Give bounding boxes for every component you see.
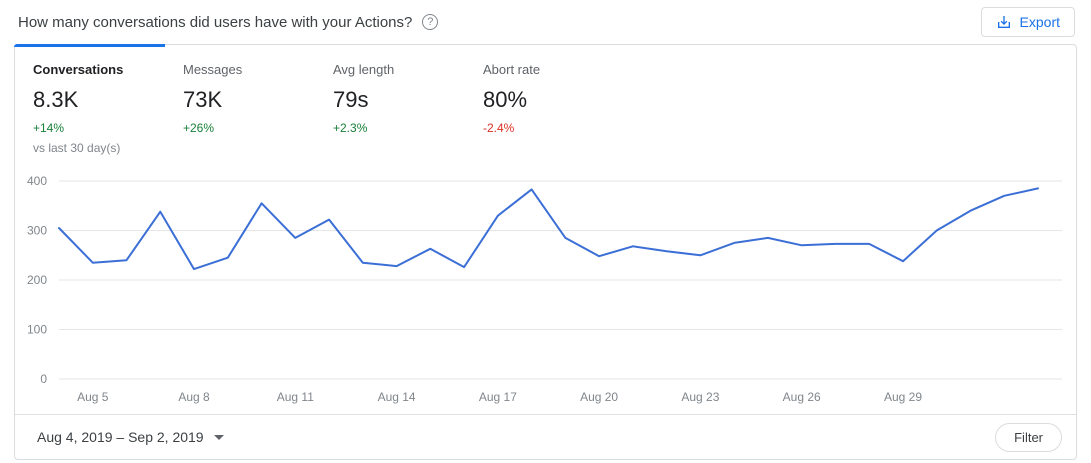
- metric-tabs: Conversations 8.3K +14% vs last 30 day(s…: [14, 44, 1076, 165]
- metric-label: Abort rate: [483, 62, 541, 77]
- svg-text:Aug 23: Aug 23: [681, 390, 719, 404]
- metric-label: Messages: [183, 62, 243, 77]
- page-header: How many conversations did users have wi…: [0, 0, 1091, 44]
- card-footer: Aug 4, 2019 – Sep 2, 2019 Filter: [15, 414, 1076, 459]
- svg-text:Aug 8: Aug 8: [178, 390, 210, 404]
- tab-conversations[interactable]: Conversations 8.3K +14% vs last 30 day(s…: [14, 44, 165, 165]
- chart-svg[interactable]: 0 100 200 300 400 Aug 5 Aug 8 Aug 11 Aug 14 Aug 1…: [15, 169, 1074, 409]
- metric-delta: +2.3%: [333, 121, 368, 135]
- date-range-selector[interactable]: Aug 4, 2019 – Sep 2, 2019: [37, 429, 224, 445]
- metric-delta: +14%: [33, 121, 65, 135]
- filter-button[interactable]: Filter: [995, 422, 1062, 452]
- svg-text:Aug 29: Aug 29: [884, 390, 922, 404]
- svg-text:Aug 20: Aug 20: [580, 390, 618, 404]
- metric-value: 8.3K: [33, 87, 79, 112]
- analytics-card: Conversations 8.3K +14% vs last 30 day(s…: [14, 44, 1077, 460]
- svg-text:Aug 26: Aug 26: [783, 390, 821, 404]
- download-icon: [996, 14, 1012, 30]
- svg-text:Aug 11: Aug 11: [277, 390, 314, 404]
- metric-label: Avg length: [333, 62, 395, 77]
- chevron-down-icon: [213, 434, 224, 440]
- metric-delta: -2.4%: [483, 121, 515, 135]
- svg-text:100: 100: [27, 323, 47, 337]
- svg-text:300: 300: [27, 224, 47, 238]
- tab-avg-length[interactable]: Avg length 79s +2.3%: [315, 45, 465, 165]
- svg-text:Aug 5: Aug 5: [77, 390, 109, 404]
- metric-value: 79s: [333, 87, 369, 112]
- page-title: How many conversations did users have wi…: [18, 13, 413, 31]
- tab-messages[interactable]: Messages 73K +26%: [165, 45, 315, 165]
- svg-text:400: 400: [27, 174, 47, 188]
- metric-comparison-note: vs last 30 day(s): [33, 141, 121, 155]
- metric-label: Conversations: [33, 62, 124, 77]
- help-icon[interactable]: ?: [422, 14, 439, 30]
- svg-text:200: 200: [27, 273, 47, 287]
- metric-delta: +26%: [183, 121, 215, 135]
- date-range-label: Aug 4, 2019 – Sep 2, 2019: [37, 429, 204, 445]
- export-button-label: Export: [1019, 14, 1060, 30]
- svg-text:Aug 14: Aug 14: [378, 390, 416, 404]
- svg-text:0: 0: [40, 372, 47, 386]
- svg-text:Aug 17: Aug 17: [479, 390, 517, 404]
- export-button[interactable]: Export: [980, 7, 1075, 37]
- chart-area: 0 100 200 300 400 Aug 5 Aug 8 Aug 11 Aug 14 Aug 1…: [15, 165, 1076, 414]
- metric-value: 73K: [183, 87, 223, 112]
- metric-value: 80%: [483, 87, 528, 112]
- tab-abort-rate[interactable]: Abort rate 80% -2.4%: [465, 45, 615, 165]
